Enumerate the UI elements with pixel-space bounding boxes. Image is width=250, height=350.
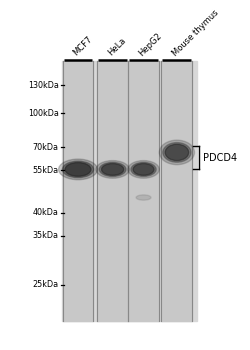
Ellipse shape: [62, 161, 94, 178]
Bar: [162, 61, 192, 321]
Bar: [128, 61, 159, 321]
Text: 35kDa: 35kDa: [33, 231, 59, 240]
Ellipse shape: [163, 142, 191, 162]
Text: 70kDa: 70kDa: [33, 143, 59, 152]
Ellipse shape: [99, 162, 126, 176]
Ellipse shape: [136, 195, 151, 200]
Ellipse shape: [165, 144, 189, 161]
Ellipse shape: [102, 163, 124, 175]
Ellipse shape: [133, 163, 154, 175]
Ellipse shape: [65, 162, 91, 176]
Text: PDCD4: PDCD4: [203, 153, 237, 163]
Ellipse shape: [159, 140, 194, 164]
Text: MCF7: MCF7: [72, 35, 94, 57]
Text: HeLa: HeLa: [106, 36, 128, 57]
Text: Mouse thymus: Mouse thymus: [170, 8, 220, 57]
Text: 40kDa: 40kDa: [33, 208, 59, 217]
Ellipse shape: [131, 162, 156, 176]
Text: 130kDa: 130kDa: [28, 81, 59, 90]
Text: 100kDa: 100kDa: [28, 108, 59, 118]
Text: 25kDa: 25kDa: [32, 280, 59, 289]
Text: 55kDa: 55kDa: [32, 166, 59, 175]
Bar: [62, 61, 197, 321]
Bar: [97, 61, 128, 321]
Ellipse shape: [128, 161, 159, 178]
Bar: [62, 61, 94, 321]
Ellipse shape: [96, 161, 129, 178]
Ellipse shape: [58, 159, 98, 180]
Text: HepG2: HepG2: [137, 31, 164, 57]
